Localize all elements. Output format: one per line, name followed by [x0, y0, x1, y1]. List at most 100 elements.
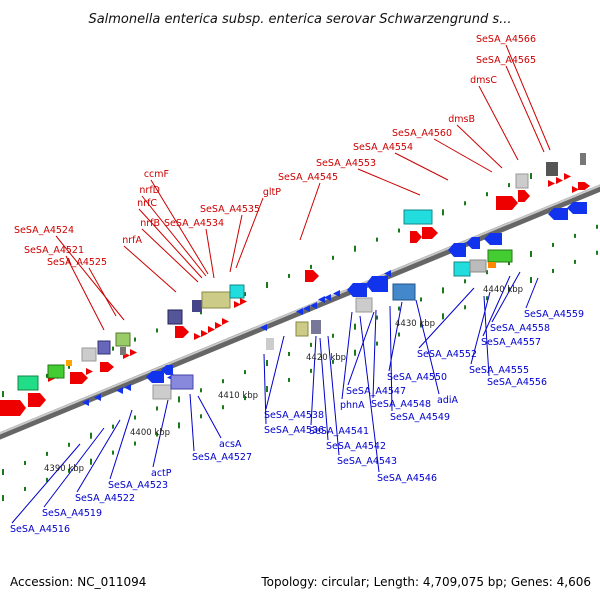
forward-gene-label[interactable]: nrfC: [137, 198, 157, 209]
reverse-gene-label[interactable]: SeSA_A4519: [42, 508, 102, 519]
reverse-gene-label[interactable]: SeSA_A4546: [377, 473, 437, 484]
scale-tick: [222, 405, 224, 410]
forward-gene-arrow: [70, 372, 88, 384]
scale-tick: [244, 292, 246, 297]
reverse-gene-label[interactable]: SeSA_A4523: [108, 480, 168, 491]
gene-leader-line: [482, 275, 511, 337]
scale-tick: [134, 415, 136, 420]
reverse-gene-label[interactable]: SeSA_A4547: [346, 386, 406, 397]
reverse-gene-label[interactable]: SeSA_A4557: [481, 337, 541, 348]
gene-leader-line: [205, 228, 215, 279]
forward-gene-label[interactable]: nrfD: [139, 185, 160, 196]
scale-tick: [24, 486, 26, 491]
scale-label: 4420 kbp: [306, 353, 346, 363]
reverse-gene-arrow: [484, 233, 502, 245]
scale-tick: [310, 368, 312, 373]
forward-gene-arrow: [208, 326, 215, 333]
scale-tick: [508, 287, 510, 292]
scale-tick: [354, 323, 356, 330]
forward-gene-label[interactable]: SeSA_A4521: [24, 245, 84, 256]
gene-leader-line: [418, 287, 475, 349]
reverse-gene-label[interactable]: SeSA_A4548: [371, 399, 431, 410]
reverse-gene-label[interactable]: SeSA_A4555: [469, 365, 529, 376]
scale-tick: [266, 386, 268, 393]
reverse-gene-label[interactable]: SeSA_A4542: [326, 441, 386, 452]
forward-gene-label[interactable]: dmsB: [448, 114, 475, 125]
forward-gene-label[interactable]: gltP: [263, 187, 281, 198]
reverse-gene-label[interactable]: SeSA_A4536: [264, 425, 324, 436]
gene-leader-line: [109, 409, 133, 480]
reverse-gene-label[interactable]: SeSA_A4550: [387, 372, 447, 383]
scale-tick: [398, 228, 400, 233]
forward-gene-arrow: [572, 186, 579, 193]
reverse-gene-label[interactable]: SeSA_A4522: [75, 493, 135, 504]
reverse-gene-label[interactable]: SeSA_A4559: [524, 309, 584, 320]
forward-gene-label[interactable]: SeSA_A4545: [278, 172, 338, 183]
feature-block: [115, 332, 131, 347]
forward-gene-arrow: [410, 231, 422, 243]
reverse-gene-label[interactable]: SeSA_A4558: [490, 323, 550, 334]
gene-leader-line: [389, 305, 393, 412]
feature-block: [120, 347, 126, 355]
gene-leader-line: [55, 235, 125, 321]
forward-gene-label[interactable]: nrfA: [122, 235, 142, 246]
feature-block: [192, 300, 202, 312]
forward-gene-label[interactable]: SeSA_A4554: [353, 142, 413, 153]
reverse-gene-label[interactable]: SeSA_A4538: [264, 410, 324, 421]
reverse-gene-arrow: [448, 243, 466, 257]
forward-gene-label[interactable]: SeSA_A4524: [14, 225, 74, 236]
scale-tick: [376, 237, 378, 242]
forward-gene-label[interactable]: SeSA_A4534: [164, 218, 224, 229]
reverse-gene-label[interactable]: SeSA_A4549: [390, 412, 450, 423]
reverse-gene-arrow: [567, 202, 587, 214]
scale-tick: [200, 310, 202, 315]
scale-label: 4440 kbp: [483, 285, 523, 295]
scale-tick: [222, 379, 224, 384]
forward-gene-label[interactable]: nrfB: [140, 218, 160, 229]
reverse-gene-label[interactable]: acsA: [219, 439, 242, 450]
reverse-gene-label[interactable]: SeSA_A4543: [337, 456, 397, 467]
reverse-gene-label[interactable]: SeSA_A4552: [417, 349, 477, 360]
feature-block: [355, 297, 373, 313]
gene-leader-line: [141, 195, 207, 277]
label-line-layer: [11, 44, 551, 524]
gene-leader-line: [394, 152, 449, 181]
feature-block: [487, 249, 513, 263]
gene-leader-line: [263, 353, 267, 425]
scale-tick: [442, 313, 444, 320]
gene-leader-line: [152, 399, 169, 468]
scale-tick: [2, 495, 4, 502]
reverse-gene-label[interactable]: SeSA_A4556: [487, 377, 547, 388]
gene-leader-line: [478, 85, 519, 161]
forward-gene-arrow: [234, 301, 241, 308]
forward-gene-arrow: [0, 400, 26, 416]
forward-gene-label[interactable]: SeSA_A4553: [316, 158, 376, 169]
forward-gene-label[interactable]: SeSA_A4535: [200, 204, 260, 215]
forward-gene-label[interactable]: SeSA_A4565: [476, 55, 536, 66]
scale-tick: [464, 305, 466, 310]
scale-label-layer: 4390 kbp 4400 kbp 4410 kbp 4420 kbp 4430 kbp…: [44, 285, 523, 474]
reverse-gene-arrow: [94, 394, 101, 401]
forward-gene-label[interactable]: SeSA_A4566: [476, 34, 536, 45]
forward-gene-label[interactable]: SeSA_A4525: [47, 257, 107, 268]
reverse-gene-label[interactable]: SeSA_A4527: [192, 452, 252, 463]
scale-tick: [156, 406, 158, 411]
feature-block: [392, 283, 416, 301]
reverse-gene-label[interactable]: adiA: [437, 395, 458, 406]
forward-gene-label[interactable]: dmsC: [470, 75, 497, 86]
scale-tick: [134, 441, 136, 446]
reverse-gene-arrow: [124, 384, 131, 391]
gene-leader-line: [299, 182, 321, 241]
scale-tick: [530, 173, 532, 180]
forward-gene-label[interactable]: ccmF: [144, 169, 169, 180]
scale-tick: [178, 396, 180, 403]
reverse-gene-label[interactable]: phnA: [340, 400, 365, 411]
gene-leader-line: [310, 335, 317, 426]
reverse-gene-label[interactable]: SeSA_A4541: [309, 426, 369, 437]
reverse-gene-label[interactable]: SeSA_A4516: [10, 524, 70, 535]
accession-text: Accession: NC_011094: [10, 575, 147, 589]
scale-tick: [288, 351, 290, 356]
reverse-gene-label[interactable]: actP: [151, 468, 172, 479]
gene-leader-line: [88, 267, 117, 317]
forward-gene-label[interactable]: SeSA_A4560: [392, 128, 452, 139]
